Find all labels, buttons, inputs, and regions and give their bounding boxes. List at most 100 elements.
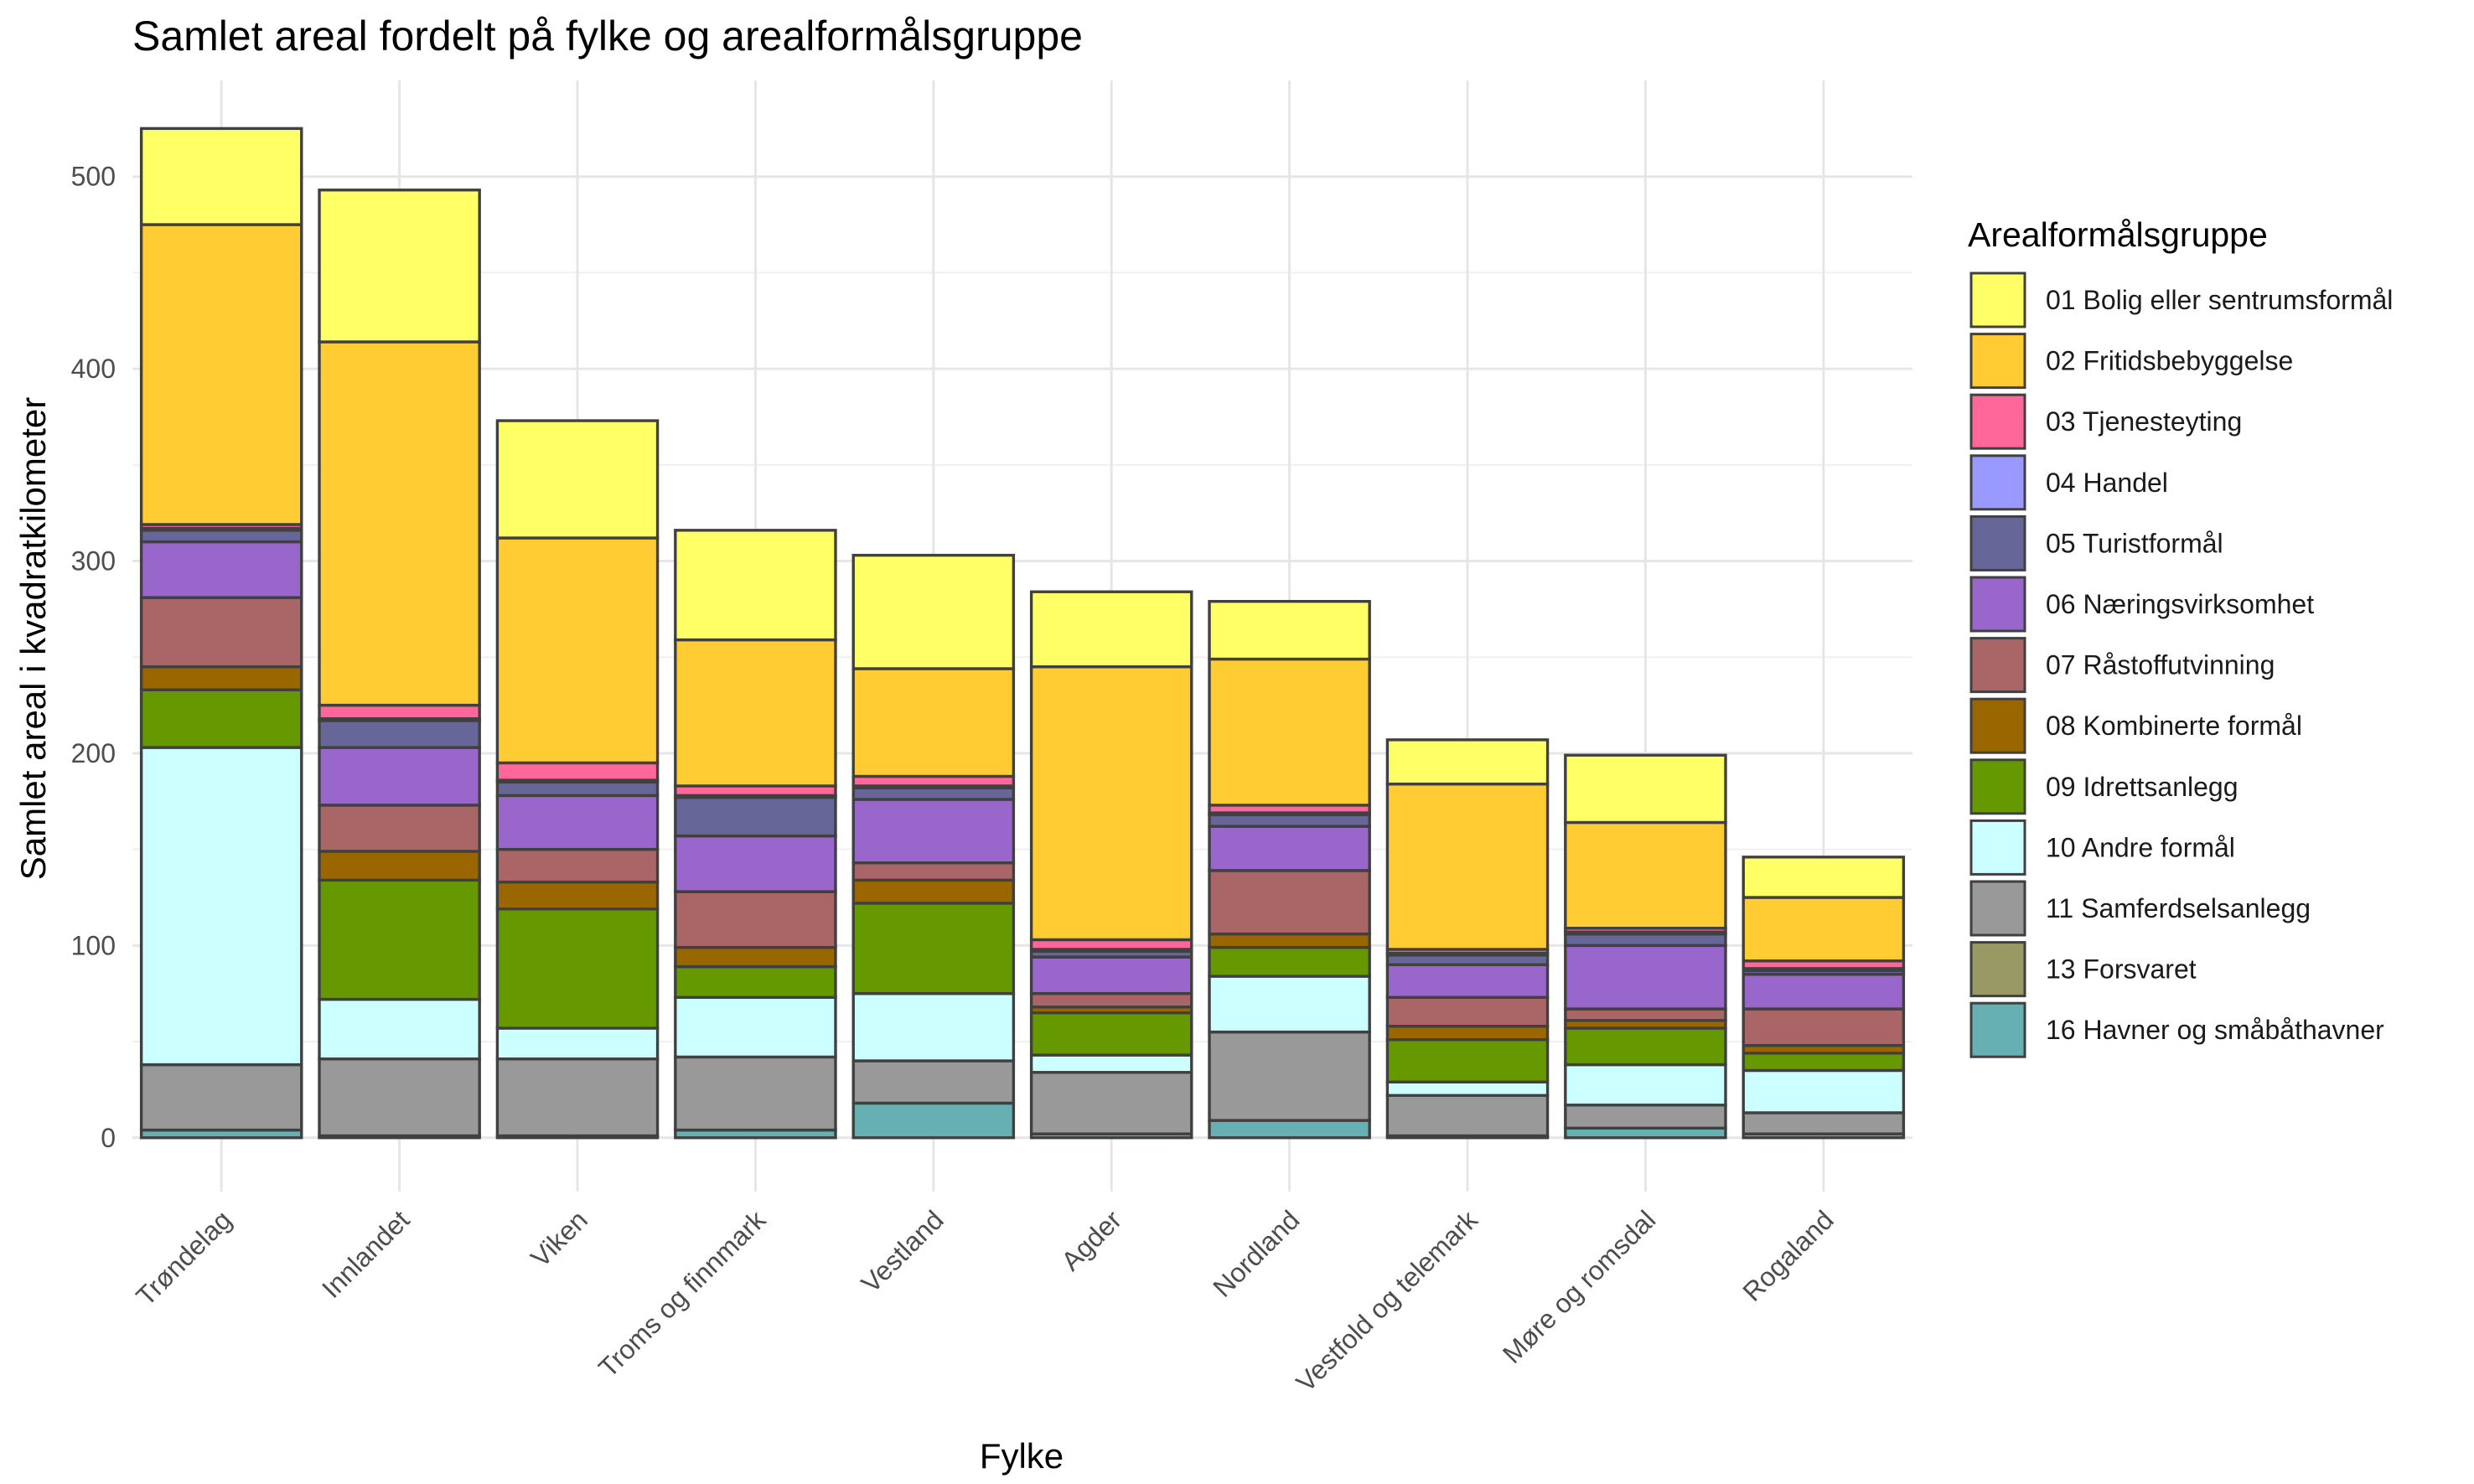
bar-segment: Trøndelag – 06 Næringsvirksomhet: 29 <box>139 540 303 599</box>
bar-segment: Nordland – 05 Turistformål: 6 <box>1208 813 1371 828</box>
legend-label: 09 Idrettsanlegg <box>2046 772 2239 802</box>
bar-segment: Innlandet – 05 Turistformål: 14 <box>318 719 481 749</box>
bar-segment: Møre og romsdal – 02 Fritidsbebyggelse: … <box>1564 820 1727 930</box>
legend-label: 07 Råstoffutvinning <box>2046 650 2275 680</box>
bar-segment: Vestfold og telemark – 11 Samferdselsanl… <box>1385 1094 1550 1138</box>
bar-segment: Vestland – 03 Tjenesteyting: 5 <box>851 774 1016 788</box>
bar-segment: Troms og finnmark – 11 Samferdselsanlegg… <box>674 1055 837 1132</box>
bar-segment: Nordland – 11 Samferdselsanlegg: 46 <box>1208 1030 1371 1122</box>
bar-segment: Troms og finnmark – 01 Bolig eller sentr… <box>674 529 837 642</box>
bar-segment: Agder – 11 Samferdselsanlegg: 32 <box>1029 1071 1193 1135</box>
bar-segment: Vestfold og telemark – 01 Bolig eller se… <box>1385 738 1550 786</box>
legend-label: 08 Kombinerte formål <box>2046 711 2302 741</box>
bar-segment: Agder – 09 Idrettsanlegg: 22 <box>1029 1011 1193 1057</box>
legend-item: 05 Turistformål <box>1969 514 2223 571</box>
bar-segment: Trøndelag – 08 Kombinerte formål: 12 <box>139 665 303 691</box>
bar-segment: Rogaland – 07 Råstoffutvinning: 19 <box>1742 1007 1906 1047</box>
bar-segment: Trøndelag – 07 Råstoffutvinning: 36 <box>139 596 303 669</box>
bar-segment: Trøndelag – 10 Andre formål: 165 <box>139 746 303 1067</box>
bar-segment: Viken – 06 Næringsvirksomhet: 28 <box>495 794 660 851</box>
legend-label: 01 Bolig eller sentrumsformål <box>2046 285 2393 315</box>
y-axis-ticks: 0 100 200 300 400 500 <box>71 162 116 1153</box>
legend-item: 06 Næringsvirksomhet <box>1969 576 2314 633</box>
bar-segment: Vestland – 16 Havner og småbåthavner: 18 <box>851 1101 1016 1140</box>
legend-item: 02 Fritidsbebyggelse <box>1969 333 2293 390</box>
legend-item: 03 Tjenesteyting <box>1969 393 2242 450</box>
bar-segment: Vestland – 05 Turistformål: 6 <box>851 786 1016 801</box>
legend-item: 09 Idrettsanlegg <box>1969 758 2239 815</box>
bar-segment: Rogaland – 09 Idrettsanlegg: 9 <box>1742 1052 1906 1073</box>
bar-segment: Vestfold og telemark – 08 Kombinerte for… <box>1385 1025 1550 1042</box>
bar-segment: Troms og finnmark – 02 Fritidsbebyggelse… <box>674 638 837 788</box>
legend-swatch <box>1969 819 2026 876</box>
bar-segment: Nordland – 09 Idrettsanlegg: 15 <box>1208 945 1371 978</box>
legend-label: 03 Tjenesteyting <box>2046 406 2242 437</box>
legend-label: 04 Handel <box>2046 468 2168 498</box>
legend-label: 05 Turistformål <box>2046 528 2223 558</box>
bar-segment: Vestfold og telemark – 09 Idrettsanlegg:… <box>1385 1038 1550 1083</box>
legend-swatch <box>1969 637 2026 694</box>
bar-segment: Trøndelag – 05 Turistformål: 6 <box>139 529 303 544</box>
bar-segment: Vestfold og telemark – 07 Råstoffutvinni… <box>1385 995 1550 1028</box>
x-tick-label: Innlandet <box>316 1204 416 1304</box>
x-tick-label: Trøndelag <box>130 1204 237 1311</box>
y-tick-label: 400 <box>71 354 116 384</box>
bar-segment: Trøndelag – 11 Samferdselsanlegg: 34 <box>139 1063 303 1132</box>
bar-segment: Nordland – 07 Råstoffutvinning: 33 <box>1208 869 1371 936</box>
bar-segment: Trøndelag – 02 Fritidsbebyggelse: 156 <box>139 223 303 526</box>
bar-segment: Rogaland – 06 Næringsvirksomhet: 18 <box>1742 973 1906 1011</box>
bar-segment: Vestfold og telemark – 06 Næringsvirksom… <box>1385 963 1550 999</box>
bar-segment: Rogaland – 10 Andre formål: 22 <box>1742 1068 1906 1114</box>
legend-label: 13 Forsvaret <box>2046 954 2197 985</box>
bar-segment: Vestland – 10 Andre formål: 35 <box>851 992 1016 1063</box>
x-axis-ticks: Trøndelag Innlandet Viken Troms og finnmark… <box>130 1204 1839 1398</box>
bar-segment: Agder – 02 Fritidsbebyggelse: 142 <box>1029 665 1193 942</box>
bar-segment: Møre og romsdal – 01 Bolig eller sentrum… <box>1564 753 1727 825</box>
bar-segment: Innlandet – 07 Råstoffutvinning: 24 <box>318 804 481 853</box>
bar-segment: Viken – 01 Bolig eller sentrumsformål: 6… <box>495 419 660 540</box>
legend-swatch <box>1969 880 2026 937</box>
bar-segment: Møre og romsdal – 10 Andre formål: 21 <box>1564 1063 1727 1107</box>
legend-item: 07 Råstoffutvinning <box>1969 637 2275 694</box>
legend-swatch <box>1969 758 2026 815</box>
bar-segment: Møre og romsdal – 11 Samferdselsanlegg: … <box>1564 1104 1727 1130</box>
legend-label: 16 Havner og småbåthavner <box>2046 1015 2384 1045</box>
legend-swatch <box>1969 697 2026 754</box>
bar-segment: Viken – 05 Turistformål: 7 <box>495 780 660 798</box>
legend-label: 02 Fritidsbebyggelse <box>2046 346 2293 376</box>
legend-item: 16 Havner og småbåthavner <box>1969 1001 2384 1058</box>
bar-stack: Troms og finnmark – 16 Havner og småbåth… <box>674 529 837 1140</box>
y-axis-title: Samlet areal i kvadratkilometer <box>13 397 53 881</box>
bar-segment: Vestland – 07 Råstoffutvinning: 9 <box>851 861 1016 882</box>
legend-label: 06 Næringsvirksomhet <box>2046 589 2314 619</box>
bars: Trøndelag – 16 Havner og småbåthavner: 4… <box>139 127 1906 1140</box>
bar-segment: Rogaland – 01 Bolig eller sentrumsformål… <box>1742 856 1906 899</box>
bar-stack: Vestfold og telemark – 16 Havner og småb… <box>1385 738 1550 1140</box>
bar-segment: Nordland – 16 Havner og småbåthavner: 9 <box>1208 1119 1371 1140</box>
legend-swatch <box>1969 271 2026 328</box>
bar-segment: Nordland – 01 Bolig eller sentrumsformål… <box>1208 600 1371 661</box>
bar-segment: Innlandet – 06 Næringsvirksomhet: 30 <box>318 746 481 807</box>
legend-item: 10 Andre formål <box>1969 819 2235 876</box>
bar-segment: Viken – 10 Andre formål: 16 <box>495 1026 660 1061</box>
y-tick-label: 200 <box>71 738 116 768</box>
bar-segment: Troms og finnmark – 07 Råstoffutvinning:… <box>674 890 837 949</box>
x-tick-label: Vestland <box>855 1204 949 1298</box>
x-axis-title: Fylke <box>980 1436 1064 1476</box>
bar-stack: Nordland – 16 Havner og småbåthavner: 9N… <box>1208 600 1371 1140</box>
bar-segment: Nordland – 02 Fritidsbebyggelse: 76 <box>1208 657 1371 807</box>
bar-segment: Viken – 02 Fritidsbebyggelse: 117 <box>495 536 660 765</box>
bar-segment: Møre og romsdal – 06 Næringsvirksomhet: … <box>1564 944 1727 1011</box>
bar-segment: Viken – 08 Kombinerte formål: 14 <box>495 880 660 911</box>
bar-stack: Vestland – 16 Havner og småbåthavner: 18… <box>851 553 1016 1140</box>
bar-segment: Innlandet – 11 Samferdselsanlegg: 40 <box>318 1057 481 1138</box>
x-tick-label: Agder <box>1055 1204 1127 1276</box>
legend-item: 11 Samferdselsanlegg <box>1969 880 2311 937</box>
bar-segment: Viken – 07 Råstoffutvinning: 17 <box>495 847 660 884</box>
bar-segment: Rogaland – 02 Fritidsbebyggelse: 33 <box>1742 896 1906 963</box>
bar-segment: Trøndelag – 09 Idrettsanlegg: 30 <box>139 688 303 749</box>
bar-segment: Rogaland – 11 Samferdselsanlegg: 11 <box>1742 1111 1906 1135</box>
legend-item: 04 Handel <box>1969 454 2168 511</box>
bar-segment: Troms og finnmark – 03 Tjenesteyting: 5 <box>674 784 837 798</box>
bar-segment: Troms og finnmark – 09 Idrettsanlegg: 16 <box>674 964 837 999</box>
